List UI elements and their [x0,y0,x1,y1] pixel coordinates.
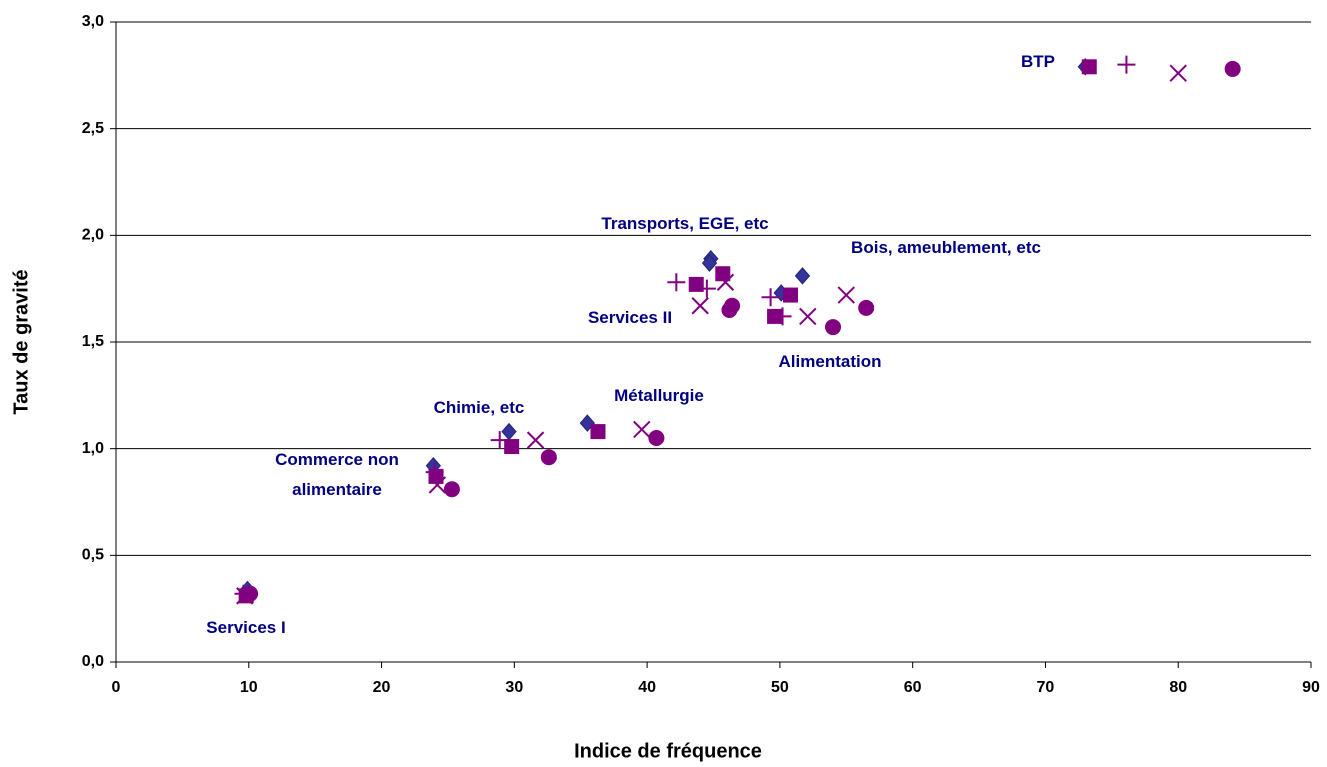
y-tick-label: 1,5 [82,333,104,350]
circle-marker [540,449,557,466]
x-tick-label: 30 [505,679,523,696]
x-tick-label: 40 [638,679,656,696]
x-tick-label: 90 [1302,679,1320,696]
diamond-marker [579,414,596,432]
x-tick-label: 80 [1169,679,1187,696]
x-marker [837,286,855,304]
plus-marker [425,463,444,482]
annotation: Métallurgie [614,386,704,405]
annotation: Commerce non alimentaire [275,450,399,499]
square-marker [783,287,799,303]
x-tick-label: 0 [112,679,121,696]
x-tick-label: 50 [771,679,789,696]
plus-marker [1117,55,1136,74]
x-axis-title: Indice de fréquence [574,740,762,762]
circle-marker [648,430,665,446]
x-marker [633,420,651,439]
x-tick-label: 60 [904,679,922,696]
y-tick-label: 2,5 [82,120,104,137]
diamond-marker [794,267,811,285]
x-marker [526,431,545,449]
diamond-marker [701,254,718,272]
circle-marker [242,585,259,602]
y-axis-title: Taux de gravité [10,269,32,414]
y-tick-label: 0,5 [82,547,104,564]
x-marker [716,273,735,291]
plus-marker [773,307,792,326]
x-tick-label: 70 [1037,679,1055,696]
x-marker [1169,64,1187,82]
annotation: Alimentation [778,352,882,371]
circle-marker [724,297,741,314]
plus-marker [761,288,780,307]
x-tick-label: 20 [373,679,391,696]
annotation: Chimie, etc [433,398,525,417]
annotation: Transports, EGE, etc [601,214,769,233]
circle-marker [858,299,875,316]
x-marker [691,297,709,315]
diamond-marker [501,422,517,441]
square-marker [504,439,520,455]
x-tick-label: 10 [240,679,258,696]
square-marker [715,266,731,282]
circle-marker [825,319,841,336]
annotation: Services II [587,308,673,327]
square-marker [590,424,606,440]
plus-marker [667,273,686,292]
circle-marker [443,481,460,498]
annotation: BTP [1021,52,1055,71]
plus-marker [697,279,716,298]
y-tick-label: 0,0 [82,653,104,670]
square-marker [1081,59,1097,75]
y-tick-label: 3,0 [82,13,104,30]
annotation: Services I [206,618,286,637]
annotation: Bois, ameublement, etc [851,238,1041,257]
x-marker [428,476,447,494]
x-marker [799,307,817,326]
y-tick-label: 2,0 [82,227,104,244]
circle-marker [1224,60,1241,77]
y-tick-label: 1,0 [82,440,104,457]
plus-marker [490,431,509,450]
